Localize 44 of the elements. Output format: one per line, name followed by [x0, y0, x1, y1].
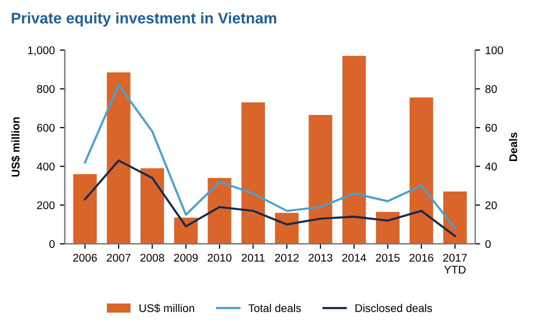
x-tick-label: 2013 [308, 254, 332, 262]
line-series [84, 159, 456, 238]
x-tick-label: 2016 [410, 254, 434, 262]
y-tick-label: 200 [37, 201, 55, 210]
legend-label: US$ million [140, 304, 194, 313]
bar [208, 178, 232, 244]
y2-tick-label: 80 [485, 85, 497, 93]
legend-label: Disclosed deals [356, 304, 432, 312]
bar [308, 114, 332, 244]
y2-axis-title: Deals [509, 132, 518, 162]
x-tick-label: 2014 [342, 254, 366, 262]
bar [174, 218, 198, 244]
bar [106, 72, 130, 244]
bar [241, 102, 265, 244]
x-tick-label: 2009 [174, 254, 198, 262]
bar [342, 56, 366, 244]
y-axis-title: US$ million [11, 117, 20, 177]
x-tick-label: 2017 YTD [443, 254, 467, 274]
y2-tick-label: 100 [486, 46, 504, 54]
x-tick-label: 2012 [275, 254, 299, 262]
y-tick-label: 800 [37, 85, 55, 93]
chart-title: Private equity investment in Vietnam [12, 12, 276, 27]
x-tick-label: 2006 [73, 254, 97, 262]
x-tick-label: 2007 [106, 254, 130, 262]
bar [73, 174, 97, 244]
bar [443, 192, 467, 244]
y-tick-label: 0 [49, 240, 55, 248]
y2-tick-label: 40 [485, 162, 497, 170]
y-tick-label: 400 [36, 162, 55, 170]
x-tick-label: 2008 [140, 254, 164, 262]
bar [410, 98, 434, 244]
bar [140, 168, 164, 244]
x-tick-label: 2010 [208, 254, 232, 262]
legend-label: Total deals [248, 304, 301, 312]
y-tick-label: 1,000 [28, 46, 55, 56]
bar [376, 212, 400, 244]
x-tick-label: 2011 [242, 254, 265, 262]
y2-tick-label: 20 [485, 201, 497, 210]
y2-tick-label: 0 [485, 240, 491, 248]
y-tick-label: 600 [37, 124, 55, 132]
bar [275, 212, 299, 244]
y2-tick-label: 60 [485, 124, 497, 132]
x-tick-label: 2015 [376, 254, 400, 262]
line-series [84, 84, 456, 230]
